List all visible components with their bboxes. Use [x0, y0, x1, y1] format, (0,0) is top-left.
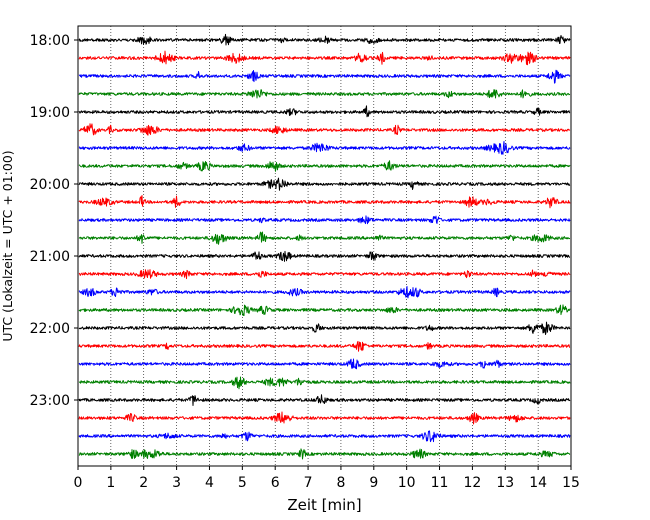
x-tick-label: 5 [238, 475, 247, 491]
y-tick-label: 20:00 [30, 177, 70, 193]
x-tick-label: 6 [271, 475, 280, 491]
seismic-trace [78, 69, 571, 84]
y-tick-label: 18:00 [30, 33, 70, 49]
x-tick-label: 7 [304, 475, 313, 491]
y-tick-label: 19:00 [30, 105, 70, 121]
seismic-traces [78, 33, 571, 460]
x-tick-label: 12 [463, 475, 481, 491]
x-tick-label: 1 [106, 475, 115, 491]
seismic-trace [78, 177, 571, 191]
y-tick-label: 23:00 [30, 393, 70, 409]
seismic-trace [78, 285, 571, 299]
seismic-trace [78, 340, 571, 352]
seismic-trace [78, 448, 571, 460]
x-tick-label: 15 [562, 475, 580, 491]
seismic-trace [78, 430, 571, 443]
x-tick-label: 9 [369, 475, 378, 491]
seismic-trace [78, 231, 571, 245]
y-axis-ticks: 18:00 19:00 20:00 21:00 22:00 23:00 [30, 33, 78, 409]
grid [110, 26, 539, 466]
seismic-trace [78, 89, 571, 99]
seismic-trace [78, 304, 571, 317]
x-tick-label: 2 [139, 475, 148, 491]
seismic-trace [78, 105, 571, 118]
x-tick-label: 14 [529, 475, 547, 491]
seismic-trace [78, 376, 571, 390]
seismic-trace [78, 50, 571, 66]
x-tick-label: 0 [74, 475, 83, 491]
x-axis-ticks: 0 1 2 3 4 5 6 7 8 9 10 11 12 13 14 15 [74, 466, 580, 491]
seismic-trace [78, 321, 571, 336]
x-tick-label: 13 [496, 475, 514, 491]
seismic-trace [78, 394, 571, 406]
y-tick-label: 21:00 [30, 249, 70, 265]
axes-frame [77, 25, 572, 467]
seismic-trace [78, 123, 571, 136]
seismic-trace [78, 269, 571, 280]
seismic-trace [78, 215, 571, 225]
seismic-trace [78, 140, 571, 155]
x-tick-label: 10 [398, 475, 416, 491]
x-tick-label: 3 [172, 475, 181, 491]
x-axis-label: Zeit [min] [287, 496, 361, 514]
y-axis-label: UTC (Lokalzeit = UTC + 01:00) [0, 150, 15, 341]
seismic-trace [78, 411, 571, 425]
seismic-trace [78, 250, 571, 262]
seismic-trace [78, 160, 571, 172]
seismic-trace [78, 194, 571, 209]
x-tick-label: 11 [431, 475, 449, 491]
y-tick-label: 22:00 [30, 321, 70, 337]
x-tick-label: 8 [336, 475, 345, 491]
seismic-trace [78, 33, 571, 46]
seismic-trace [78, 358, 571, 370]
x-tick-label: 4 [205, 475, 214, 491]
